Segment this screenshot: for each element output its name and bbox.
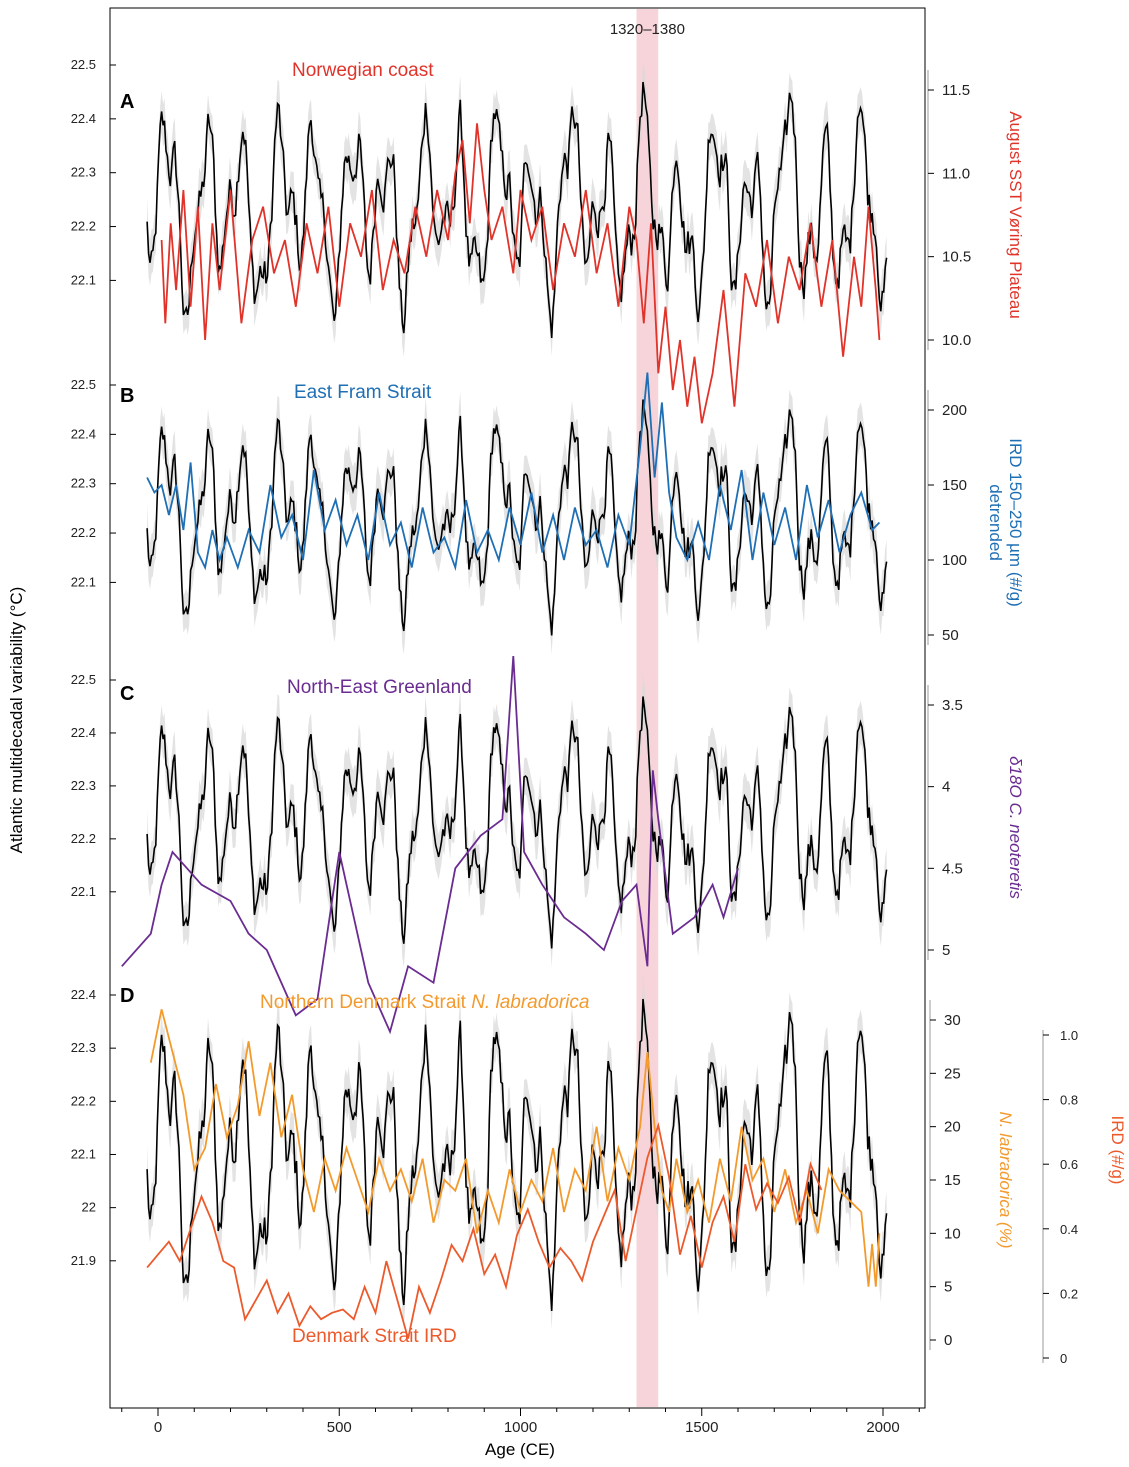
y-tick-label: 22.1 xyxy=(71,884,96,899)
amv-line xyxy=(146,998,888,1312)
panel-letter: A xyxy=(120,91,134,113)
panel-d: 21.9 22 22.1 22.2 22.3 22.4 D 0 5 10 15 20 25 30 0 0.2 0… xyxy=(71,975,1127,1366)
y-tick-label: 22.2 xyxy=(71,831,96,846)
y-tick-label: 22.1 xyxy=(71,574,96,589)
right-axis-title: δ18O C. neoteretis xyxy=(1006,756,1025,899)
right-tick-label: 30 xyxy=(944,1012,961,1029)
x-axis-title: Age (CE) xyxy=(485,1440,555,1459)
x-tick-label: 2000 xyxy=(866,1419,899,1436)
right-tick-label: 200 xyxy=(942,402,967,419)
right-tick-label: 20 xyxy=(944,1119,961,1136)
x-tick-label: 500 xyxy=(327,1419,352,1436)
right-tick-label: 3.5 xyxy=(942,697,963,714)
y-tick-label: 22.5 xyxy=(71,672,96,687)
y-tick-label: 21.9 xyxy=(71,1253,96,1268)
right-tick-label: 50 xyxy=(942,627,959,644)
amv-line xyxy=(146,399,888,636)
x-tick-label: 1000 xyxy=(504,1419,537,1436)
y-tick-label: 22.4 xyxy=(71,111,96,126)
far-right-tick-label: 0.6 xyxy=(1060,1157,1078,1172)
amv-line xyxy=(146,696,888,949)
series-line xyxy=(121,655,739,1035)
y-tick-label: 22.1 xyxy=(71,1146,96,1161)
far-right-tick-label: 0.8 xyxy=(1060,1093,1078,1108)
secondary-title: Denmark Strait IRD xyxy=(292,1326,457,1347)
plot-frame xyxy=(109,7,926,1409)
right-tick-label: 11.0 xyxy=(942,165,970,182)
y-tick-label: 22.5 xyxy=(71,57,96,72)
y-tick-label: 22.3 xyxy=(71,476,96,491)
far-right-tick-label: 0 xyxy=(1060,1351,1067,1366)
y-tick-label: 22.2 xyxy=(71,525,96,540)
y-tick-label: 22.4 xyxy=(71,725,96,740)
right-axis-title: IRD 150–250 µm (#/g)detrended xyxy=(986,438,1025,607)
right-tick-label: 100 xyxy=(942,552,967,569)
panel-b: 22.1 22.2 22.3 22.4 22.5 B 50 100 150 200 East Fra… xyxy=(71,372,1025,655)
right-tick-label: 5 xyxy=(944,1279,952,1296)
series-line xyxy=(149,1009,881,1287)
panels: 22.1 22.2 22.3 22.4 22.5 A 10.0 10.5 11.0 11.5 Nor… xyxy=(71,57,1127,1366)
y-tick-label: 22.4 xyxy=(71,426,96,441)
y-tick-label: 22.5 xyxy=(71,377,96,392)
series-title: East Fram Strait xyxy=(294,382,432,403)
series-title-italic: N. labradorica xyxy=(471,992,589,1013)
left-axis-title: Atlantic multidecadal variability (°C) xyxy=(7,587,26,854)
right-axis-title-line: detrended xyxy=(986,484,1005,561)
panel-a: 22.1 22.2 22.3 22.4 22.5 A 10.0 10.5 11.0 11.5 Nor… xyxy=(71,57,1025,424)
series-title-main: Northern Denmark Strait xyxy=(260,992,471,1013)
x-tick-label: 0 xyxy=(154,1419,162,1436)
amv-envelope xyxy=(147,375,887,655)
amv-envelope xyxy=(147,975,887,1330)
right-tick-label: 5 xyxy=(942,942,950,959)
right-tick-label: 150 xyxy=(942,477,967,494)
x-axis: 0 500 1000 1500 2000 xyxy=(121,1408,920,1436)
series-line xyxy=(146,372,881,572)
panel-c: 22.1 22.2 22.3 22.4 22.5 C 3.5 4 4.5 5 North-East … xyxy=(71,655,1025,1035)
series-title: North-East Greenland xyxy=(287,677,472,698)
right-tick-label: 10.0 xyxy=(942,332,971,349)
y-tick-label: 22.3 xyxy=(71,778,96,793)
right-tick-label: 0 xyxy=(944,1332,952,1349)
y-tick-label: 22.2 xyxy=(71,219,96,234)
far-right-tick-label: 1.0 xyxy=(1060,1028,1078,1043)
panel-letter: D xyxy=(120,985,134,1007)
right-tick-label: 25 xyxy=(944,1065,961,1082)
right-tick-label: 15 xyxy=(944,1172,961,1189)
right-axis-title: August SST Vøring Plateau xyxy=(1006,111,1025,319)
series-line xyxy=(146,1121,823,1339)
y-tick-label: 22.2 xyxy=(71,1093,96,1108)
y-tick-label: 22.3 xyxy=(71,165,96,180)
right-tick-label: 4 xyxy=(942,779,950,796)
y-tick-label: 22.3 xyxy=(71,1040,96,1055)
panel-letter: C xyxy=(120,683,134,705)
y-tick-label: 22.1 xyxy=(71,272,96,287)
y-tick-label: 22.4 xyxy=(71,987,96,1002)
panel-letter: B xyxy=(120,385,134,407)
series-line xyxy=(160,123,881,424)
right-tick-label: 4.5 xyxy=(942,860,963,877)
right-tick-label: 11.5 xyxy=(942,82,970,99)
series-title: Northern Denmark Strait N. labradorica xyxy=(260,992,589,1013)
far-right-tick-label: 0.2 xyxy=(1060,1286,1078,1301)
y-tick-label: 22 xyxy=(82,1200,96,1215)
right-axis-title-line: IRD 150–250 µm (#/g) xyxy=(1006,438,1025,607)
right-tick-label: 10.5 xyxy=(942,249,971,266)
right-axis-title: N. labradorica (%) xyxy=(996,1112,1015,1249)
series-title: Norwegian coast xyxy=(292,60,434,81)
right-tick-label: 10 xyxy=(944,1225,961,1242)
x-tick-label: 1500 xyxy=(685,1419,718,1436)
far-right-tick-label: 0.4 xyxy=(1060,1222,1078,1237)
far-right-axis-title: IRD (#/g) xyxy=(1108,1116,1127,1185)
highlight-label: 1320–1380 xyxy=(610,21,685,38)
